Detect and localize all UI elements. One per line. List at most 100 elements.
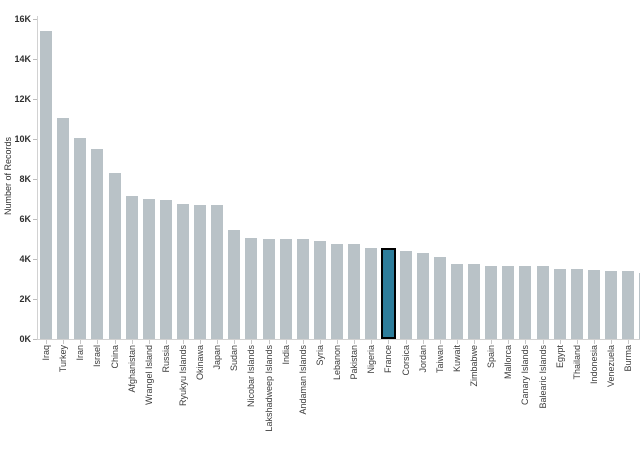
x-label-israel: Israel [92, 345, 103, 368]
x-label-japan: Japan [212, 345, 223, 370]
x-tick [114, 340, 116, 344]
bar-egypt[interactable] [553, 269, 566, 339]
x-label-nigeria: Nigeria [366, 345, 377, 374]
bar-venezuela[interactable] [605, 271, 617, 339]
x-tick [628, 340, 630, 344]
x-label-lakshadweep-islands: Lakshadweep Islands [263, 345, 274, 432]
x-tick [183, 340, 184, 344]
x-label-pakistan: Pakistan [349, 345, 360, 380]
x-label-china: China [109, 345, 120, 369]
y-tick [33, 219, 37, 220]
bar-afghanistan[interactable] [125, 196, 138, 339]
y-tick-label: 10K [14, 134, 31, 144]
y-tick-label: 2K [19, 294, 31, 304]
y-tick [33, 179, 37, 180]
y-tick [33, 59, 37, 60]
bar-japan[interactable] [211, 205, 224, 339]
x-tick [217, 340, 219, 344]
x-tick [234, 340, 236, 344]
bar-corsica[interactable] [399, 251, 412, 339]
x-tick [542, 340, 544, 344]
x-tick [474, 340, 475, 344]
bar-turkey[interactable] [57, 118, 70, 339]
x-tick [131, 340, 133, 344]
x-tick [46, 340, 47, 344]
bar-lakshadweep-islands[interactable] [262, 239, 275, 339]
x-tick [525, 340, 527, 344]
bar-kuwait[interactable] [450, 264, 463, 339]
bar-mallorca[interactable] [502, 266, 515, 339]
x-label-iraq: Iraq [41, 345, 51, 361]
x-tick [559, 340, 561, 344]
x-label-france: France [383, 345, 394, 374]
x-tick [593, 340, 595, 344]
x-label-jordan: Jordan [417, 345, 428, 373]
bar-nicobar-islands[interactable] [245, 238, 258, 339]
bar-iraq[interactable] [40, 31, 52, 339]
x-label-taiwan: Taiwan [434, 345, 445, 374]
bar-balearic-islands[interactable] [536, 266, 549, 339]
x-tick [251, 340, 253, 344]
bar-syria[interactable] [313, 241, 326, 339]
x-label-lebanon: Lebanon [332, 345, 342, 381]
bar-sudan[interactable] [228, 230, 241, 339]
bar-israel[interactable] [91, 149, 104, 339]
bar-pakistan[interactable] [348, 244, 361, 339]
x-tick [337, 340, 338, 344]
x-tick [97, 340, 99, 344]
x-label-turkey: Turkey [58, 345, 69, 373]
x-tick [456, 340, 458, 344]
bar-china[interactable] [108, 173, 121, 339]
x-tick [354, 340, 356, 344]
bar-iran[interactable] [74, 138, 87, 339]
x-label-syria: Syria [314, 345, 325, 366]
bar-thailand[interactable] [570, 269, 583, 339]
bar-ryukyu-islands[interactable] [177, 204, 189, 339]
bar-zimbabwe[interactable] [468, 264, 480, 339]
y-tick-label: 8K [19, 174, 31, 184]
x-label-thailand: Thailand [571, 345, 582, 380]
x-tick [491, 340, 493, 344]
bar-canary-islands[interactable] [519, 266, 532, 339]
x-tick [63, 340, 65, 344]
bar-spain[interactable] [485, 266, 498, 339]
bar-france-highlighted[interactable] [380, 248, 396, 339]
bar-indonesia[interactable] [587, 270, 600, 339]
y-tick-label: 16K [14, 14, 31, 24]
x-tick [576, 340, 578, 344]
y-tick-label: 6K [19, 214, 31, 224]
bar-jordan[interactable] [416, 253, 429, 339]
x-axis-line [37, 339, 640, 340]
bar-andaman-islands[interactable] [296, 239, 309, 339]
x-tick [80, 340, 82, 344]
x-label-kuwait: Kuwait [451, 345, 462, 373]
x-label-corsica: Corsica [400, 345, 411, 376]
x-label-egypt: Egypt [554, 345, 565, 369]
x-label-wrangel-island: Wrangel Island [143, 345, 154, 405]
x-tick [422, 340, 424, 344]
x-tick [148, 340, 150, 344]
x-label-iran: Iran [75, 345, 86, 361]
bar-russia[interactable] [159, 200, 172, 339]
y-tick-label: 14K [14, 54, 31, 64]
y-axis-line [37, 16, 38, 339]
x-tick [405, 340, 407, 344]
x-label-ryukyu-islands: Ryukyu Islands [178, 345, 188, 407]
x-label-balearic-islands: Balearic Islands [537, 345, 548, 409]
bar-nigeria[interactable] [365, 248, 378, 339]
y-tick-label: 12K [14, 94, 31, 104]
x-label-andaman-islands: Andaman Islands [297, 345, 308, 415]
y-tick-label: 4K [19, 254, 31, 264]
bar-wrangel-island[interactable] [142, 199, 155, 339]
bar-okinawa[interactable] [194, 205, 207, 339]
x-label-burma: Burma [623, 345, 634, 372]
bar-burma[interactable] [622, 271, 635, 339]
bar-india[interactable] [279, 239, 292, 339]
x-tick [319, 340, 321, 344]
y-tick-label: 0K [19, 334, 31, 344]
x-label-spain: Spain [486, 345, 497, 369]
bar-lebanon[interactable] [331, 244, 343, 339]
bar-taiwan[interactable] [433, 257, 446, 339]
x-label-russia: Russia [160, 345, 171, 373]
